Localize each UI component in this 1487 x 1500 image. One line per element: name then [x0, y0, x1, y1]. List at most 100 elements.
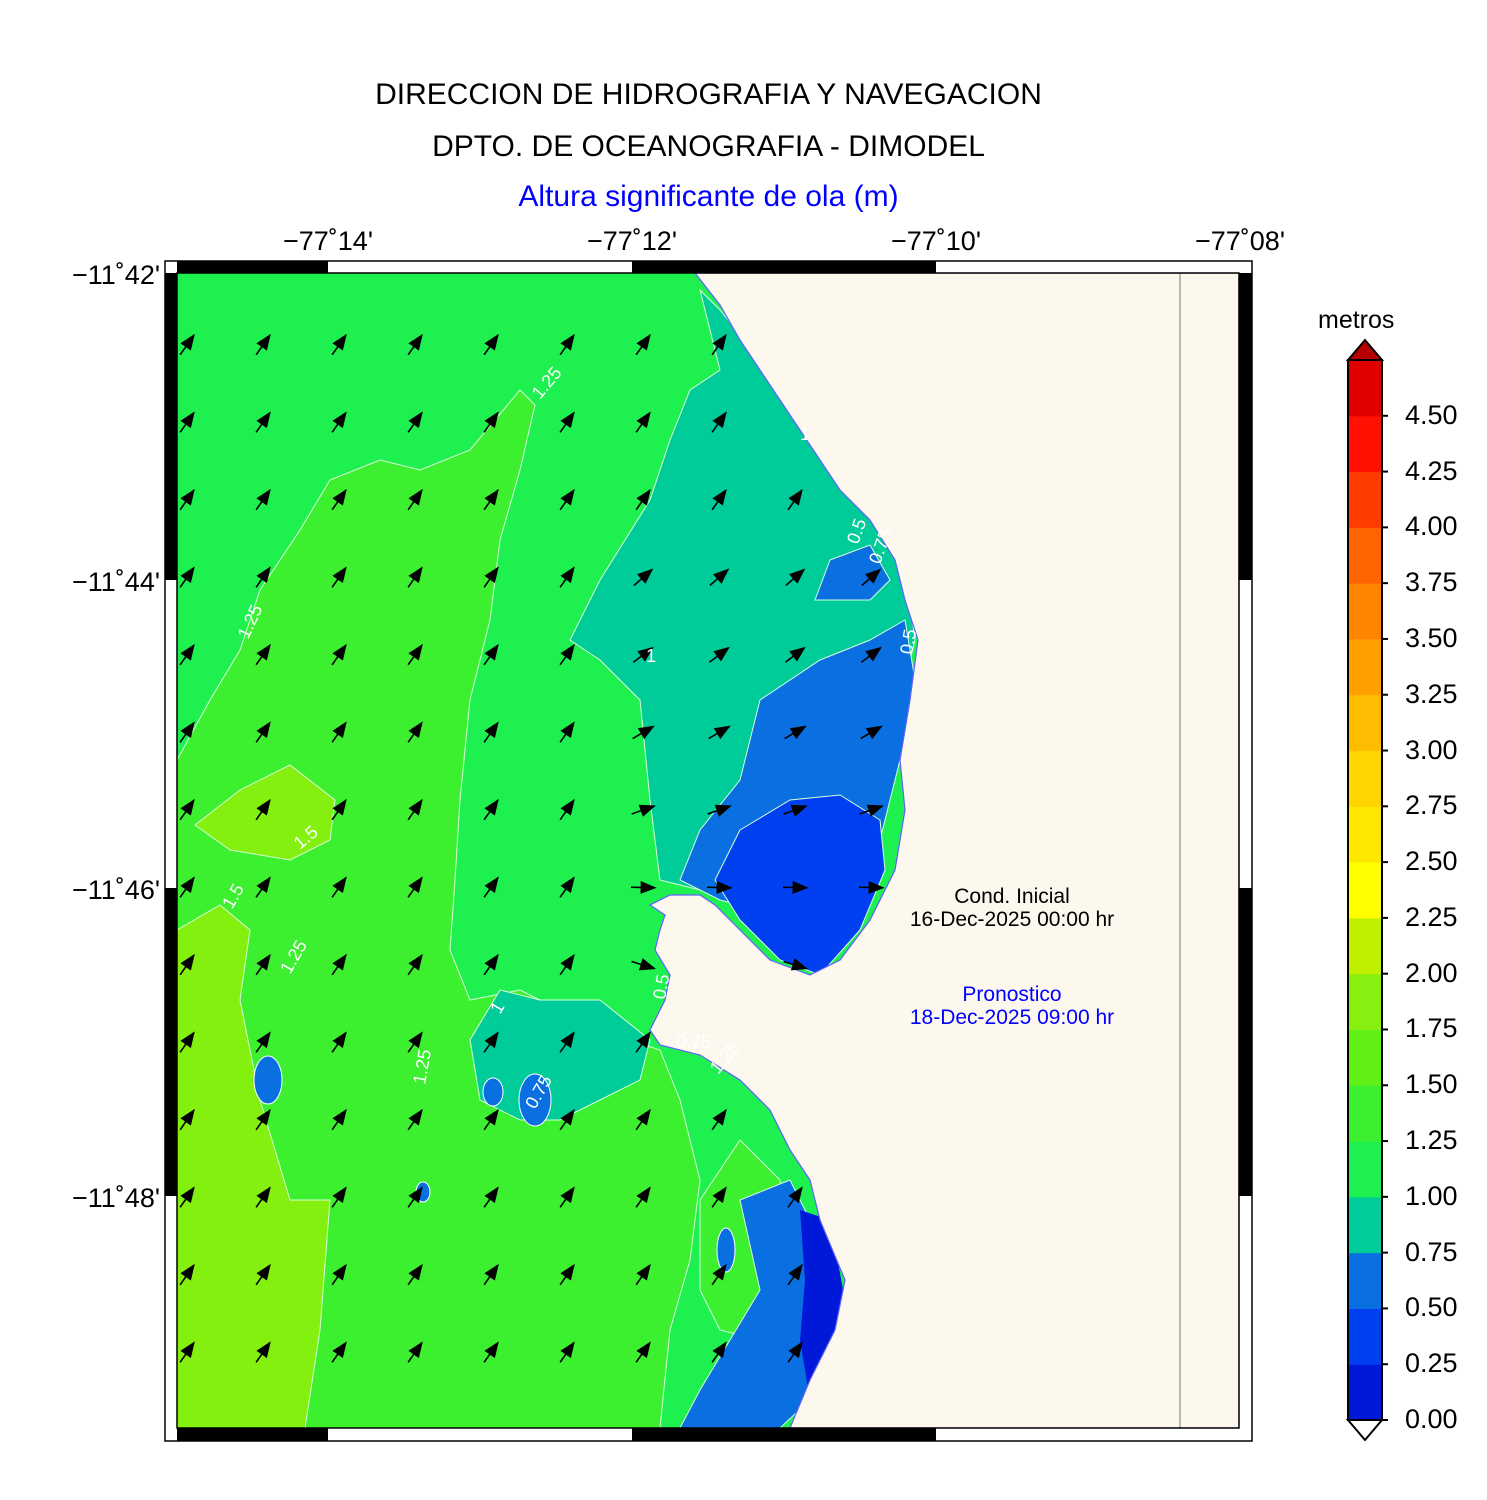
sea-spot [482, 1077, 504, 1107]
wave-arrow [407, 411, 423, 433]
colorbar-tick-label: 0.75 [1405, 1236, 1458, 1267]
wave-arrow [255, 798, 271, 821]
wave-arrow [179, 876, 195, 898]
wave-arrow [331, 1186, 347, 1208]
wave-arrow [632, 646, 654, 663]
wave-arrow [559, 1341, 575, 1363]
wave-arrow [787, 488, 803, 511]
colorbar-tick-label: 4.25 [1405, 455, 1458, 486]
colorbar-frame [1347, 359, 1383, 1421]
wave-arrow [785, 568, 806, 587]
wave-arrow [331, 1263, 347, 1286]
colorbar-tick-label: 0.50 [1405, 1292, 1458, 1323]
wave-arrow [635, 1186, 651, 1208]
wave-arrow [784, 725, 807, 740]
wave-arrow [255, 643, 271, 666]
initial-label: Cond. Inicial [954, 885, 1070, 908]
wave-arrow [559, 643, 575, 666]
wave-arrow [559, 1186, 575, 1208]
wave-arrow [483, 876, 499, 898]
wave-arrow [407, 953, 423, 976]
wave-arrow [179, 566, 195, 588]
colorbar-tick-label: 0.00 [1405, 1404, 1458, 1434]
wave-arrow [706, 881, 733, 894]
wave-direction-arrows [179, 333, 885, 1363]
colorbar-band [1348, 360, 1382, 417]
wave-arrow [407, 333, 423, 356]
colorbar-band [1348, 471, 1382, 528]
colorbar-tick-label: 2.75 [1405, 790, 1458, 821]
wave-arrow [709, 568, 730, 587]
wave-arrow [255, 953, 271, 976]
wave-arrow [559, 566, 575, 588]
sea-band-1-50 [177, 904, 331, 1428]
colorbar-band [1348, 973, 1382, 1030]
wave-arrow [179, 721, 195, 743]
colorbar-tick-label: 4.50 [1405, 399, 1458, 430]
wave-arrow [630, 881, 657, 894]
wave-arrow [559, 1108, 575, 1131]
colorbar-band [1348, 1196, 1382, 1254]
wave-arrow [179, 1186, 195, 1208]
colorbar-band [1348, 1252, 1382, 1309]
initial-condition: Cond. Inicial 16-Dec-2025 00:00 hr [862, 885, 1162, 931]
wave-arrow [708, 725, 731, 740]
colorbar-band [1348, 415, 1382, 473]
colorbar-band [1348, 917, 1382, 975]
wave-arrow [559, 1031, 575, 1053]
colorbar-tick-label: 1.00 [1405, 1180, 1458, 1211]
wave-arrow [407, 876, 423, 898]
colorbar-band [1348, 1364, 1382, 1421]
lat-label: −11˚42' [72, 260, 160, 290]
colorbar-tick-label: 2.50 [1405, 846, 1458, 877]
wave-arrow [708, 646, 730, 663]
wave-arrow [711, 333, 727, 356]
wave-arrow [559, 411, 575, 433]
colorbar-tick-label: 1.75 [1405, 1013, 1458, 1044]
wave-arrow [179, 488, 195, 511]
wave-arrow [782, 881, 809, 894]
colorbar-band [1348, 638, 1382, 696]
wave-arrow [483, 643, 499, 666]
wave-arrow [331, 411, 347, 433]
sea-spot [518, 1073, 552, 1127]
wave-arrow [331, 333, 347, 356]
contour-label: 0.5 [896, 628, 920, 656]
wave-arrow [331, 953, 347, 976]
wave-arrow [331, 566, 347, 588]
wave-arrow [331, 1341, 347, 1363]
wave-arrow [331, 1108, 347, 1131]
contour-label: 0.5 [649, 973, 673, 1001]
colorbar-tick-label: 4.00 [1405, 511, 1458, 542]
wave-arrow [483, 1263, 499, 1286]
wave-arrow [784, 646, 806, 663]
forecast-label: Pronostico [962, 983, 1062, 1006]
wave-arrow [407, 1108, 423, 1131]
wave-arrow [483, 953, 499, 976]
wave-arrow [707, 804, 732, 817]
wave-arrow [711, 488, 727, 511]
wave-arrow [483, 1341, 499, 1363]
lon-label: −77˚12' [587, 226, 677, 256]
wave-arrow [255, 876, 271, 898]
wave-arrow [255, 488, 271, 511]
wave-arrow [331, 876, 347, 898]
wave-arrow [331, 1031, 347, 1053]
wave-arrow [331, 488, 347, 511]
wave-arrow [179, 643, 195, 666]
wave-arrow [255, 721, 271, 743]
wave-arrow [783, 958, 808, 971]
wave-arrow [635, 1031, 651, 1053]
wave-arrow [407, 488, 423, 511]
contour-label: 1 [646, 646, 656, 666]
wave-arrow [635, 333, 651, 356]
colorbar-tick-label: 2.25 [1405, 901, 1458, 932]
wave-arrow [179, 1263, 195, 1286]
wave-arrow [255, 566, 271, 588]
wave-arrow [631, 804, 656, 817]
colorbar-tick-label: 2.00 [1405, 957, 1458, 988]
lat-label: −11˚44' [72, 567, 160, 597]
colorbar-tick-label: 3.25 [1405, 678, 1458, 709]
wave-arrow [407, 1031, 423, 1053]
wave-arrow [635, 411, 651, 433]
